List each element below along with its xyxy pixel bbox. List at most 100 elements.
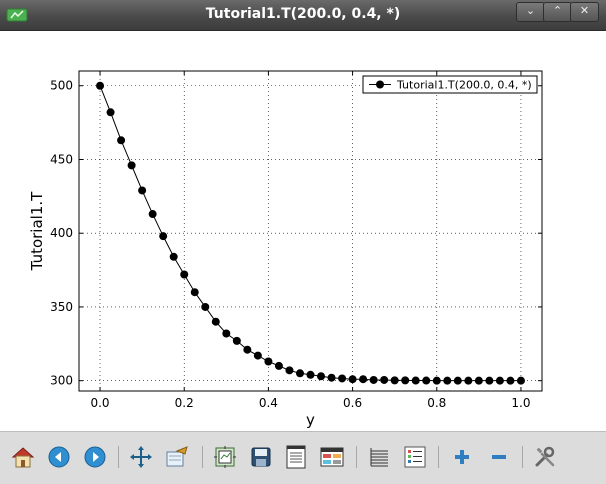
tools-icon: [535, 446, 555, 467]
x-tick-label: 0.4: [259, 396, 278, 410]
data-point: [222, 329, 231, 338]
zoom-in-button[interactable]: [449, 444, 475, 470]
y-tick-label: 450: [50, 152, 73, 166]
forward-button[interactable]: [82, 444, 108, 470]
plot-canvas[interactable]: 0.0 0.2 0.4 0.6 0.8 1.0 300 350 400 450 500 y Tuto…: [0, 31, 606, 431]
data-point: [422, 376, 431, 385]
app-icon: [6, 8, 28, 22]
x-tick-label: 0.6: [343, 396, 362, 410]
data-point: [506, 376, 515, 385]
tick-layer: 0.0 0.2 0.4 0.6 0.8 1.0 300 350 400 450 500: [50, 71, 542, 410]
data-point: [96, 81, 105, 90]
export-text-button[interactable]: [283, 444, 309, 470]
data-point: [201, 302, 210, 311]
floppy-icon: [251, 447, 271, 467]
data-point: [317, 372, 326, 381]
data-point: [285, 366, 294, 375]
x-tick-label: 0.8: [427, 396, 446, 410]
table-button[interactable]: [319, 444, 345, 470]
zoom-button[interactable]: [164, 444, 190, 470]
data-point: [464, 376, 473, 385]
series-layer: [96, 81, 525, 385]
data-point: [411, 376, 420, 385]
window-title: Tutorial1.T(200.0, 0.4, *): [205, 6, 401, 22]
data-point: [169, 252, 178, 261]
y-tick-label: 350: [50, 300, 73, 314]
data-point: [369, 375, 378, 384]
arrow-right-icon: [84, 446, 106, 468]
data-list-button[interactable]: [366, 444, 392, 470]
save-button[interactable]: [248, 444, 274, 470]
legend-marker-swatch: [376, 80, 384, 89]
move-icon: [130, 446, 152, 468]
data-point: [243, 345, 252, 354]
pan-button[interactable]: [128, 444, 154, 470]
data-point: [148, 210, 157, 219]
settings-button[interactable]: [532, 444, 558, 470]
minus-icon: [492, 455, 506, 459]
y-axis-label: Tutorial1.T: [28, 191, 46, 271]
data-point: [432, 376, 441, 385]
home-button[interactable]: [10, 444, 36, 470]
subplots-icon: [214, 446, 236, 468]
list-lines-icon: [370, 448, 388, 467]
data-point: [390, 376, 399, 385]
data-point: [443, 376, 452, 385]
toolbar-separator: [522, 446, 523, 468]
data-point: [127, 161, 136, 170]
home-icon: [11, 447, 35, 468]
data-point: [117, 136, 126, 145]
data-point: [495, 376, 504, 385]
y-tick-label: 500: [50, 79, 73, 93]
chart-svg: 0.0 0.2 0.4 0.6 0.8 1.0 300 350 400 450 500 y Tuto…: [28, 70, 543, 429]
subplots-button[interactable]: [212, 444, 238, 470]
data-point: [516, 376, 525, 385]
y-tick-label: 300: [50, 374, 73, 388]
maximize-button[interactable]: ⌃: [543, 2, 572, 22]
navigation-toolbar: [0, 431, 606, 484]
data-point: [380, 375, 389, 384]
title-bar[interactable]: Tutorial1.T(200.0, 0.4, *) ⌄ ⌃ ✕: [0, 0, 606, 31]
minimize-button[interactable]: ⌄: [516, 2, 545, 22]
legend-box: [362, 75, 538, 94]
x-tick-label: 1.0: [511, 396, 530, 410]
zoom-rect-icon: [166, 446, 188, 467]
zoom-out-button[interactable]: [486, 444, 512, 470]
data-point: [232, 336, 241, 345]
x-tick-label: 0.0: [90, 396, 109, 410]
data-point: [190, 288, 199, 297]
plus-icon: [455, 450, 469, 464]
data-point: [474, 376, 483, 385]
legend-button[interactable]: [402, 444, 428, 470]
x-tick-label: 0.2: [175, 396, 194, 410]
data-point: [359, 375, 368, 384]
data-point: [274, 361, 283, 370]
back-button[interactable]: [46, 444, 72, 470]
toolbar-separator: [438, 446, 439, 468]
toolbar-separator: [202, 446, 203, 468]
data-point: [159, 232, 168, 241]
data-point: [211, 317, 220, 326]
data-point: [264, 357, 273, 366]
toolbar-separator: [118, 446, 119, 468]
data-point: [338, 374, 347, 383]
toolbar-separator: [356, 446, 357, 468]
data-point: [138, 186, 147, 195]
data-point: [327, 373, 336, 382]
data-point: [295, 369, 304, 378]
axes-frame: [78, 70, 543, 392]
data-point: [453, 376, 462, 385]
data-point: [485, 376, 494, 385]
grid-lines: [79, 71, 542, 391]
document-icon: [286, 445, 306, 469]
data-point: [106, 108, 115, 117]
legend-list-icon: [404, 446, 426, 468]
data-point: [306, 370, 315, 379]
table-icon: [320, 447, 344, 467]
legend[interactable]: Tutorial1.T(200.0, 0.4, *): [362, 75, 538, 94]
arrow-left-icon: [48, 446, 70, 468]
data-point: [401, 376, 410, 385]
data-point: [348, 375, 357, 384]
close-button[interactable]: ✕: [570, 2, 599, 22]
